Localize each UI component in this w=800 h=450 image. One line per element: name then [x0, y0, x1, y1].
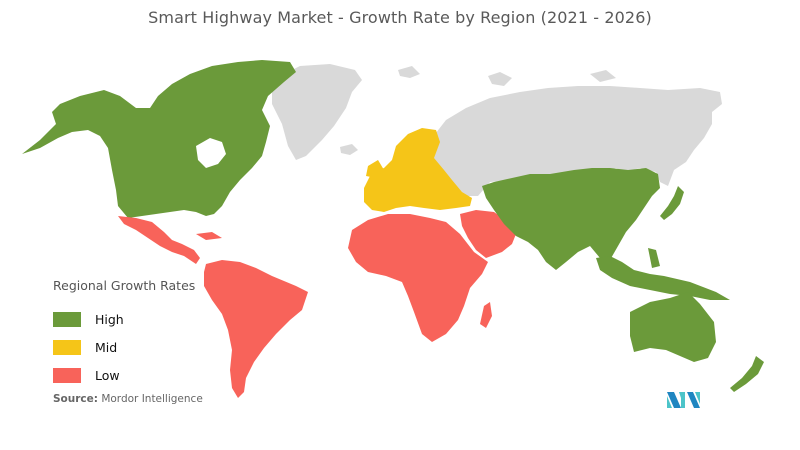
region-russia [428, 86, 722, 196]
source-prefix: Source: [53, 393, 98, 405]
legend-title: Regional Growth Rates [53, 278, 196, 293]
legend-label-mid: Mid [95, 339, 118, 355]
region-north-america [22, 60, 296, 218]
region-madagascar [480, 302, 492, 328]
mordor-intelligence-logo-icon [667, 392, 700, 408]
region-europe [364, 128, 472, 212]
legend-swatch-high [53, 311, 81, 327]
region-middle-east [460, 210, 516, 258]
region-philippines [648, 248, 660, 268]
source-note: Source: Mordor Intelligence [53, 393, 203, 405]
region-severnaya [590, 70, 616, 82]
region-uk [366, 160, 384, 178]
region-svalbard [398, 66, 420, 78]
region-asia [482, 168, 660, 270]
hudson-bay [196, 138, 226, 168]
legend-item-mid: Mid [53, 333, 195, 361]
source-text: Mordor Intelligence [101, 393, 203, 405]
region-novaya-zemlya [488, 72, 512, 86]
region-southeast-asia [596, 256, 730, 300]
legend: Regional Growth Rates High Mid Low [53, 278, 195, 389]
region-africa [348, 214, 488, 342]
region-mexico-central-america [118, 216, 200, 264]
legend-item-low: Low [53, 361, 195, 389]
legend-swatch-low [53, 367, 81, 383]
region-south-america [204, 260, 308, 398]
region-japan [660, 186, 684, 220]
region-caribbean [196, 232, 222, 240]
map-title: Smart Highway Market - Growth Rate by Re… [148, 8, 652, 27]
region-iceland [340, 144, 358, 155]
region-greenland [272, 64, 362, 160]
legend-label-low: Low [95, 367, 120, 383]
legend-label-high: High [95, 311, 124, 327]
region-new-zealand [730, 356, 764, 392]
legend-swatch-mid [53, 339, 81, 355]
region-australia [630, 292, 716, 362]
legend-item-high: High [53, 305, 195, 333]
